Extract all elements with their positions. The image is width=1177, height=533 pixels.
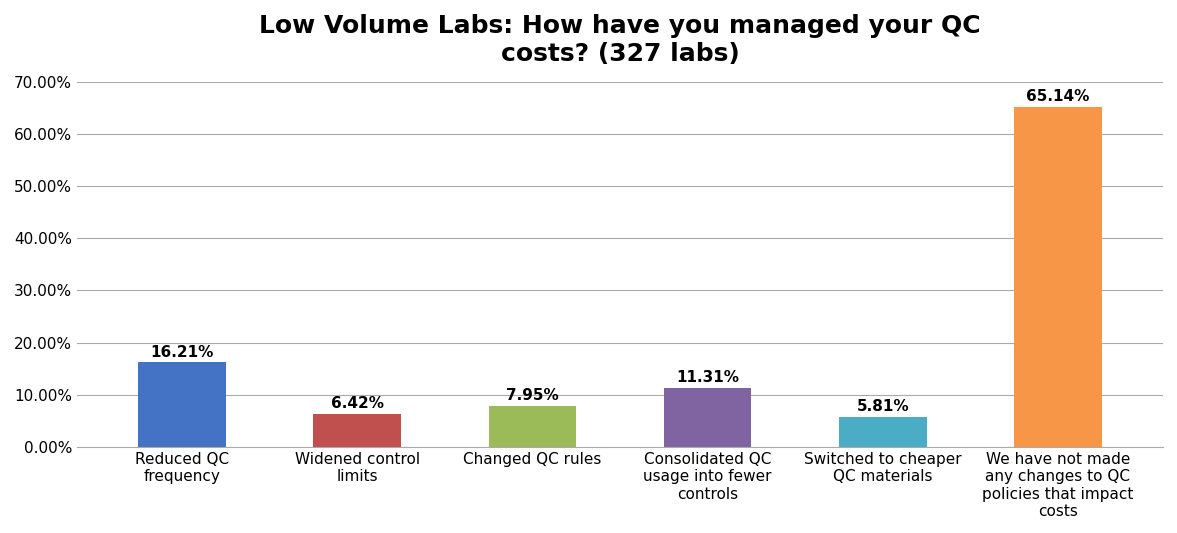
- Text: 7.95%: 7.95%: [506, 388, 559, 403]
- Bar: [488, 406, 577, 447]
- Text: 65.14%: 65.14%: [1026, 90, 1090, 104]
- Bar: [664, 388, 751, 447]
- Text: 5.81%: 5.81%: [857, 399, 909, 414]
- Title: Low Volume Labs: How have you managed your QC
costs? (327 labs): Low Volume Labs: How have you managed yo…: [259, 14, 980, 66]
- Bar: [313, 414, 401, 447]
- Bar: [138, 362, 226, 447]
- Text: 16.21%: 16.21%: [151, 345, 214, 360]
- Text: 11.31%: 11.31%: [676, 370, 739, 385]
- Bar: [839, 417, 926, 447]
- Bar: [1015, 107, 1102, 447]
- Text: 6.42%: 6.42%: [331, 396, 384, 411]
